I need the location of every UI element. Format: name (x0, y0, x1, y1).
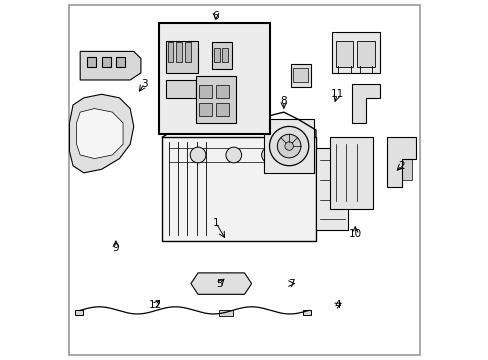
Text: 3: 3 (141, 78, 147, 89)
Bar (356, 41, 374, 67)
Polygon shape (80, 51, 141, 80)
Bar (264, 119, 313, 173)
Polygon shape (190, 273, 251, 294)
Ellipse shape (285, 142, 293, 150)
Text: 11: 11 (330, 89, 343, 99)
Bar (315, 148, 347, 230)
Text: 12: 12 (148, 300, 162, 310)
Bar (292, 68, 307, 82)
Ellipse shape (261, 147, 277, 163)
Polygon shape (386, 137, 415, 187)
Bar (159, 23, 269, 134)
Text: 4: 4 (333, 300, 340, 310)
Polygon shape (351, 84, 380, 123)
Bar (216, 85, 228, 98)
Bar (198, 85, 211, 98)
Bar (198, 103, 211, 116)
Text: 6: 6 (212, 11, 219, 21)
Bar (196, 76, 235, 123)
Bar (212, 42, 231, 69)
Bar (165, 80, 196, 98)
Bar (165, 41, 198, 73)
Text: 9: 9 (112, 243, 119, 253)
Bar (390, 158, 411, 180)
Bar (303, 310, 311, 315)
Ellipse shape (277, 134, 300, 158)
Text: 5: 5 (216, 279, 223, 289)
Bar (184, 42, 190, 62)
Bar (176, 42, 182, 62)
Text: 2: 2 (398, 161, 404, 171)
Bar (162, 137, 315, 241)
Ellipse shape (225, 147, 241, 163)
Ellipse shape (190, 147, 205, 163)
Bar (167, 42, 173, 62)
Bar (290, 64, 310, 87)
Text: 10: 10 (348, 229, 361, 239)
Bar (216, 103, 228, 116)
Polygon shape (77, 109, 123, 158)
Bar (329, 137, 372, 208)
Polygon shape (69, 94, 134, 173)
Text: 7: 7 (287, 279, 294, 289)
Bar (335, 41, 353, 67)
Text: 1: 1 (212, 218, 219, 228)
Polygon shape (87, 57, 96, 67)
Bar (222, 48, 227, 62)
Bar (75, 310, 82, 315)
Bar (331, 32, 380, 73)
Text: 8: 8 (280, 96, 286, 107)
Polygon shape (102, 57, 110, 67)
Ellipse shape (269, 126, 308, 166)
Polygon shape (116, 57, 124, 67)
Bar (214, 48, 220, 62)
Bar (219, 310, 233, 316)
